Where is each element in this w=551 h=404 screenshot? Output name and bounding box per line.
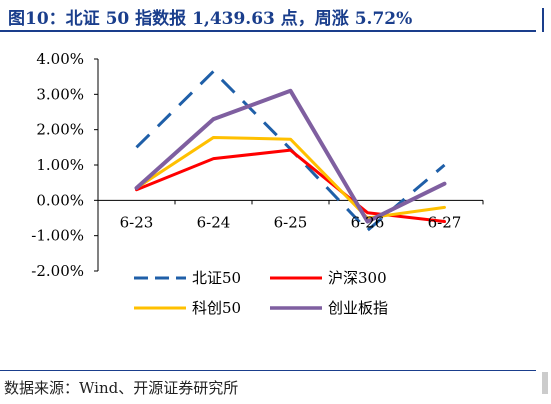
x-tick-label: 6-23	[120, 213, 154, 231]
line-chart: 4.00% 3.00% 2.00% 1.00% 0.00% -1.00% -2.00% 6-2…	[31, 50, 484, 280]
legend-label-cyb: 创业板指	[328, 299, 389, 317]
y-tick-label: 2.00%	[36, 121, 84, 139]
x-tick-label: 6-24	[197, 213, 231, 231]
legend-label-kc50: 科创50	[192, 299, 242, 317]
title-divider	[0, 30, 536, 32]
legend-swatch-cyb	[270, 306, 322, 310]
legend-swatch-kc50	[134, 306, 186, 310]
legend-label-bz50: 北证50	[192, 269, 242, 287]
adjacent-page-edge	[538, 0, 551, 404]
series-line-1	[135, 148, 446, 224]
y-tick-label: -1.00%	[31, 227, 84, 245]
x-tick-label: 6-27	[428, 213, 462, 231]
adjacent-title-marker	[542, 8, 544, 32]
y-tick-label: 1.00%	[36, 156, 84, 174]
legend-swatch-hs300	[270, 276, 322, 280]
x-tick-label: 6-25	[274, 213, 308, 231]
adjacent-footer-marker	[542, 372, 548, 394]
y-tick-label: 3.00%	[36, 85, 84, 103]
y-tick-label: 0.00%	[36, 191, 84, 209]
data-source-note: 数据来源：Wind、开源证券研究所	[4, 379, 239, 397]
y-tick-label: 4.00%	[36, 50, 84, 68]
y-tick-label: -2.00%	[31, 262, 84, 280]
chart-title: 图10：北证 50 指数报 1,439.63 点，周涨 5.72%	[8, 9, 413, 29]
footer-divider	[0, 370, 536, 371]
legend-swatch-bz50	[134, 276, 186, 280]
x-tick-label: 6-26	[351, 213, 385, 231]
legend-label-hs300: 沪深300	[328, 269, 387, 287]
